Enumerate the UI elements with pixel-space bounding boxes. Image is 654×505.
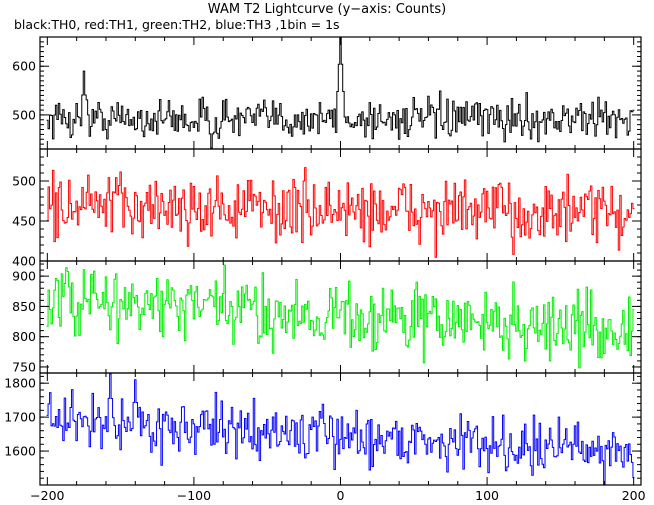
x-tick-label: 200 — [622, 488, 646, 503]
y-tick-label: 900 — [12, 269, 36, 284]
y-tick-label: 450 — [12, 214, 36, 229]
panel-th0: 500 600 — [12, 36, 642, 150]
x-tick-label: 100 — [475, 488, 499, 503]
chart-panels: 500 600 400 450 500 750 800 850 900 1600 1700 1800 — [4, 36, 642, 486]
panel-th3: 1600 1700 1800 — [4, 372, 642, 486]
y-tick-label: 1700 — [4, 410, 36, 425]
series-line-th3 — [46, 373, 635, 485]
series-line-th0 — [46, 37, 635, 149]
x-tick-label: −200 — [30, 488, 64, 503]
chart-subtitle: black:TH0, red:TH1, green:TH2, blue:TH3 … — [14, 17, 340, 32]
series-line-th1 — [46, 167, 635, 258]
y-tick-label: 500 — [12, 174, 36, 189]
y-tick-label: 850 — [12, 299, 36, 314]
x-tick-label: −100 — [177, 488, 211, 503]
x-tick-label: 0 — [337, 488, 345, 503]
y-tick-label: 400 — [12, 254, 36, 269]
x-axis: −200 −100 0 100 200 — [30, 488, 645, 503]
panel-frame — [39, 36, 642, 150]
panel-th2: 750 800 850 900 — [12, 260, 642, 374]
y-tick-label: 600 — [12, 59, 36, 74]
y-tick-label: 1600 — [4, 444, 36, 459]
panel-th1: 400 450 500 — [12, 148, 642, 269]
chart-title: WAM T2 Lightcurve (y−axis: Counts) — [208, 2, 446, 17]
series-line-th2 — [46, 264, 635, 369]
y-tick-label: 750 — [12, 359, 36, 374]
y-tick-label: 500 — [12, 107, 36, 122]
y-tick-label: 800 — [12, 329, 36, 344]
y-tick-label: 1800 — [4, 376, 36, 391]
